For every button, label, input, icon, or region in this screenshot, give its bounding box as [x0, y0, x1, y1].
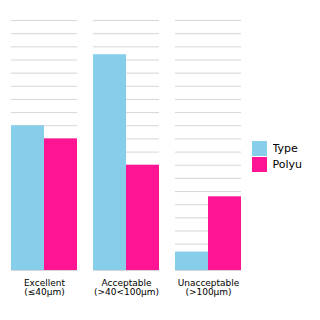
html-text:Type: Type	[272, 142, 298, 156]
html-text:Polyu: Polyu	[272, 158, 302, 172]
svg-text:Unacceptable(>100μm): Unacceptable(>100μm)	[178, 278, 240, 297]
svg-text:Acceptable(>40<100μm): Acceptable(>40<100μm)	[94, 278, 159, 297]
svg-text:Excellent(≤40μm): Excellent(≤40μm)	[24, 278, 66, 297]
